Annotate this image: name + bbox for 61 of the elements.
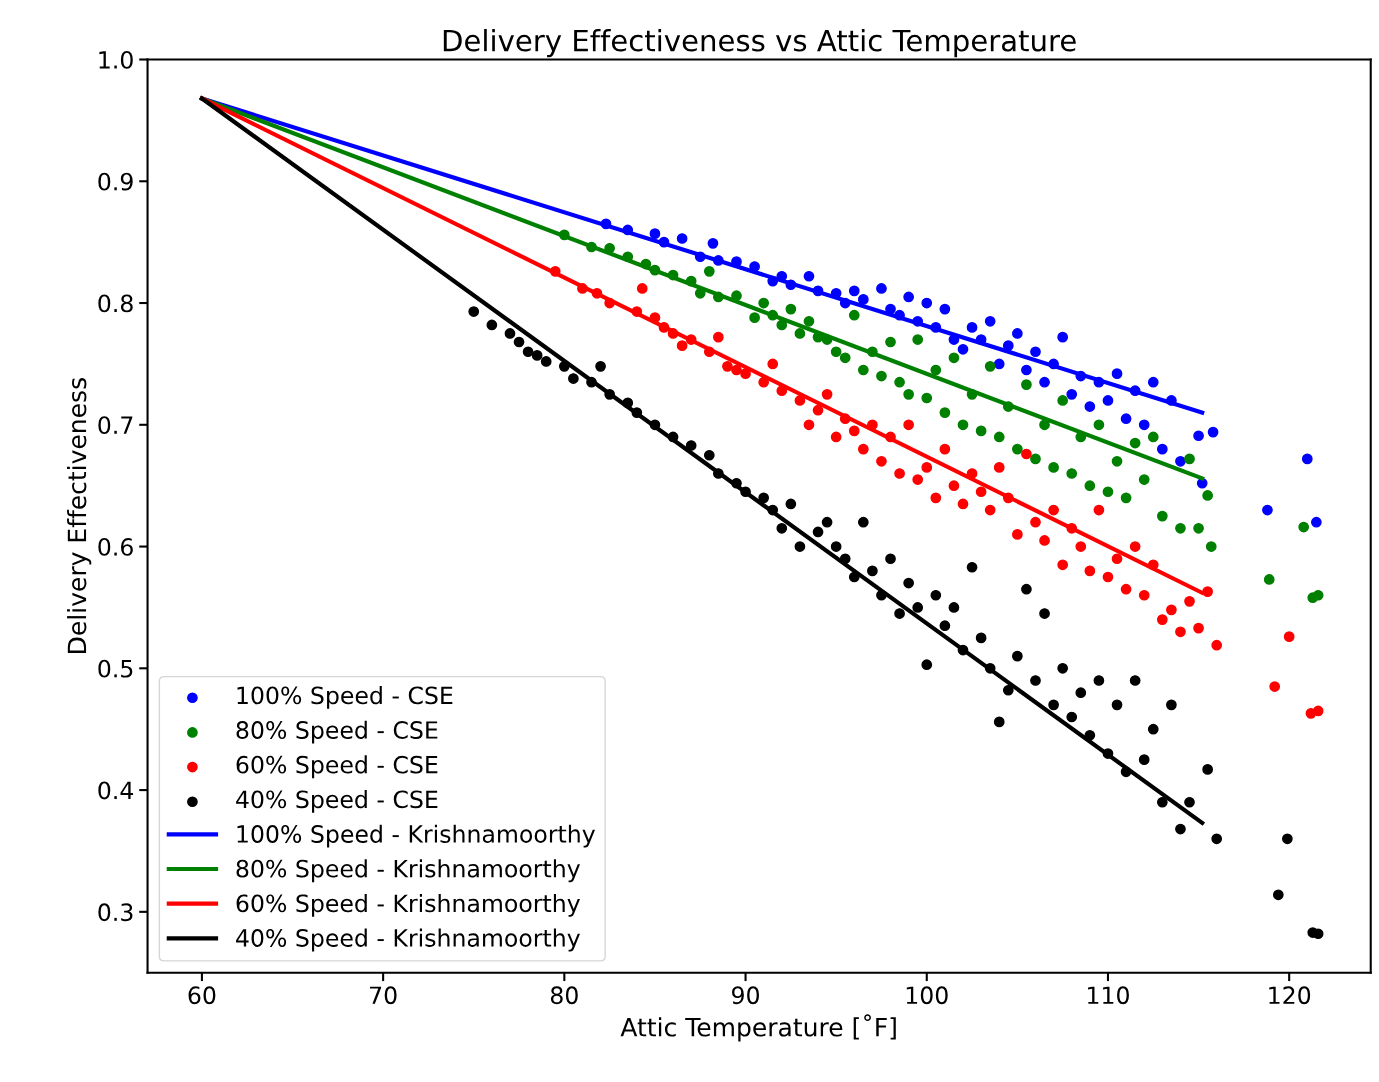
point — [1147, 376, 1159, 388]
x-tick-label: 60 — [188, 986, 216, 1005]
y-tick-label: 1.0 — [99, 50, 133, 69]
point — [903, 291, 914, 303]
point — [984, 315, 996, 327]
x-tick-label: 110 — [1088, 986, 1129, 1005]
legend-label: 40% Speed - CSE — [236, 789, 438, 813]
y-tick-label: 0.3 — [98, 903, 133, 922]
legend-label: 60% Speed - Krishnamoorthy — [236, 893, 580, 917]
point — [1175, 455, 1186, 467]
x-tick-label: 100 — [906, 986, 948, 1005]
y-tick-label: 0.9 — [98, 172, 133, 191]
y-tick-label: 0.4 — [98, 781, 134, 800]
point — [707, 238, 719, 249]
point — [1084, 401, 1096, 412]
y-tick-label: 0.8 — [98, 294, 133, 313]
point — [1262, 504, 1273, 516]
point — [1039, 376, 1050, 388]
point — [876, 283, 887, 294]
legend-label: 60% Speed - CSE — [236, 755, 438, 779]
point — [1301, 453, 1313, 465]
x-tick-label: 120 — [1269, 986, 1311, 1005]
x-tick-label: 70 — [370, 986, 397, 1005]
point — [1207, 426, 1219, 438]
point — [993, 358, 1005, 370]
legend-label: 100% Speed - CSE — [237, 686, 453, 709]
point — [749, 261, 760, 272]
point — [1030, 346, 1041, 358]
point — [1002, 340, 1014, 352]
point — [1102, 395, 1114, 406]
point — [1120, 413, 1132, 425]
point — [1138, 419, 1150, 431]
chart-title: Delivery Effectiveness vs Attic Temperature — [443, 29, 1076, 58]
point — [966, 322, 978, 333]
point — [803, 270, 815, 282]
point — [649, 228, 661, 239]
point — [921, 297, 933, 309]
y-tick-label: 0.7 — [98, 416, 133, 435]
legend-label: 40% Speed - Krishnamoorthy — [236, 928, 580, 952]
legend-label: 80% Speed - CSE — [236, 720, 438, 744]
point — [676, 233, 688, 244]
point — [1111, 368, 1123, 380]
y-tick-label: 0.6 — [98, 538, 133, 556]
x-tick-label: 80 — [550, 986, 578, 1005]
y-axis-title: Delivery Effectiveness — [67, 378, 92, 653]
point — [939, 303, 951, 315]
legend-label: 80% Speed - Krishnamoorthy — [236, 859, 580, 883]
y-tick-label: 0.5 — [98, 659, 133, 678]
point — [1021, 364, 1032, 376]
point — [1193, 430, 1204, 442]
point — [957, 343, 969, 355]
x-tick-label: 90 — [732, 986, 759, 1005]
point — [1057, 331, 1069, 343]
point — [1311, 516, 1322, 528]
point — [1066, 388, 1078, 400]
point — [1012, 328, 1023, 339]
x-axis-title: Attic Temperature [˚F] — [620, 1014, 896, 1042]
point — [848, 285, 860, 297]
legend-label: 100% Speed - Krishnamoorthy — [237, 824, 596, 848]
point — [1156, 443, 1168, 455]
point — [857, 294, 869, 305]
